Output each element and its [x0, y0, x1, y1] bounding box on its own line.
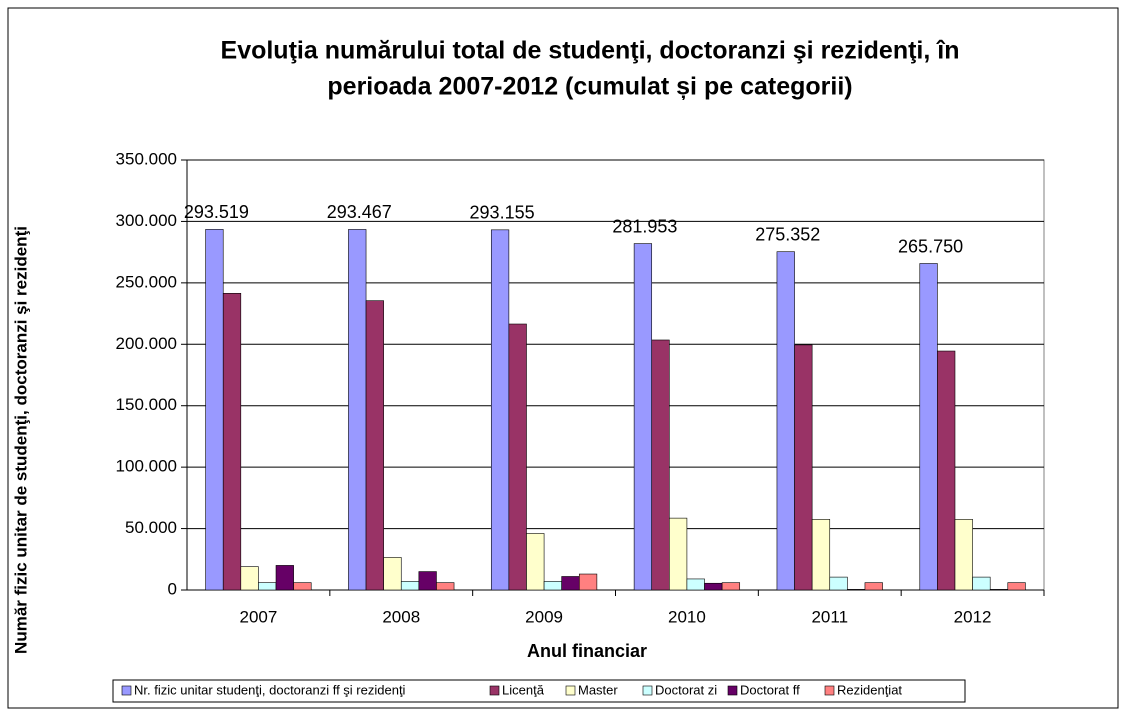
bar	[418, 571, 437, 591]
y-tick-label: 300.000	[116, 211, 177, 230]
bar	[293, 582, 312, 591]
y-tick-label: 250.000	[116, 272, 177, 291]
chart-title: perioada 2007-2012 (cumulat și pe catego…	[327, 73, 852, 101]
bar	[686, 578, 705, 591]
bar	[721, 582, 741, 591]
bar	[383, 557, 402, 591]
legend-label: Nr. fizic unitar studenţi, doctoranzi ff…	[134, 682, 406, 697]
bar	[526, 533, 545, 591]
data-label: 281.953	[612, 216, 677, 236]
bar	[669, 517, 688, 591]
x-tick-label: 2010	[668, 607, 706, 626]
bar	[275, 565, 294, 591]
bar	[436, 582, 455, 591]
data-label: 265.750	[898, 236, 963, 256]
bar	[561, 576, 580, 591]
bar	[1007, 582, 1026, 591]
legend-swatch	[727, 685, 738, 696]
bar	[937, 350, 956, 591]
data-label: 293.519	[184, 202, 249, 222]
y-tick-label: 50.000	[125, 518, 177, 537]
bar	[508, 323, 527, 591]
data-label: 275.352	[755, 224, 820, 244]
bar	[578, 573, 598, 591]
bar	[864, 582, 883, 591]
legend-swatch	[565, 685, 576, 696]
y-axis-label: Număr fizic unitar de studenţi, doctoran…	[11, 226, 30, 654]
bar	[490, 229, 510, 591]
legend-label: Rezidenţiat	[837, 682, 902, 697]
x-tick-label: 2008	[382, 607, 420, 626]
bar	[794, 344, 813, 591]
bar	[919, 263, 938, 591]
bar	[704, 582, 723, 591]
bar	[205, 229, 224, 591]
bar	[365, 300, 384, 591]
bar	[847, 589, 866, 591]
data-label: 293.467	[327, 202, 392, 222]
legend-box	[112, 679, 966, 703]
chart-title: Evoluţia numărului total de studenţi, do…	[221, 37, 960, 65]
x-tick-label: 2011	[811, 607, 848, 626]
bar	[829, 576, 848, 591]
x-tick-label: 2009	[525, 607, 563, 626]
y-tick-label: 100.000	[116, 457, 177, 476]
bar	[222, 292, 242, 591]
bar	[240, 566, 259, 591]
x-axis-label: Anul financiar	[527, 641, 647, 661]
legend-swatch	[824, 685, 835, 696]
legend-label: Doctorat zi	[655, 682, 717, 697]
bar	[543, 581, 562, 591]
x-tick-label: 2007	[240, 607, 278, 626]
legend-label: Doctorat ff	[740, 682, 800, 697]
y-tick-label: 0	[168, 579, 177, 598]
data-label: 293.155	[470, 203, 535, 223]
y-tick-label: 200.000	[116, 334, 177, 353]
bar	[400, 581, 420, 591]
y-tick-label: 350.000	[116, 149, 177, 168]
legend-swatch	[489, 685, 500, 696]
x-tick-label: 2012	[954, 607, 992, 626]
bar	[972, 576, 991, 591]
bar	[651, 339, 670, 591]
bar	[811, 519, 831, 591]
legend-swatch	[121, 685, 132, 696]
y-tick-label: 150.000	[116, 395, 177, 414]
bar	[776, 251, 795, 591]
legend-label: Master	[578, 682, 618, 697]
legend-swatch	[642, 685, 653, 696]
bar	[348, 229, 367, 591]
bar	[633, 243, 653, 591]
bar	[258, 582, 277, 591]
bar	[989, 589, 1009, 591]
bar	[954, 519, 973, 591]
legend-label: Licenţă	[502, 682, 545, 697]
